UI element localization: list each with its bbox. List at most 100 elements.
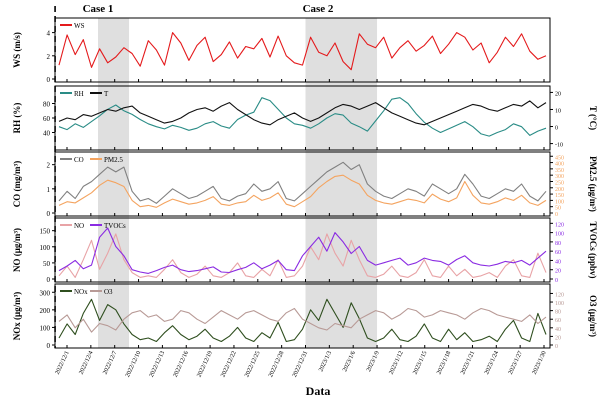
- y-tick-label-right: 20: [555, 335, 561, 341]
- x-tick-label: 2023/1/3: [318, 350, 334, 373]
- x-tick-label: 2023/1/27: [507, 350, 524, 376]
- x-tick-label: 2022/12/28: [267, 350, 285, 379]
- y-tick-label-left: 40: [43, 130, 51, 138]
- y-axis-title-right: T (°C): [588, 106, 598, 130]
- panel-frame-ws: [54, 17, 551, 83]
- y-tick-label-right: 0: [555, 212, 558, 218]
- series-line-co: [58, 161, 547, 204]
- y-tick-label-left: 0: [47, 342, 51, 350]
- y-tick-label-left: 60: [43, 115, 51, 123]
- y-tick-label-right: 40: [555, 259, 561, 265]
- panel-frame-no-tvocs: [54, 217, 551, 283]
- y-tick-label-left: 0: [47, 210, 51, 218]
- series-line-nox: [58, 298, 547, 343]
- x-tick-label: 2023/1/18: [435, 350, 452, 376]
- y-tick-label-left: 100: [40, 244, 51, 252]
- shaded-period-2: [305, 18, 378, 348]
- y-tick-label-right: 50: [555, 206, 561, 212]
- y-tick-label-right: 100: [555, 199, 564, 205]
- x-tick-label: 2023/1/15: [412, 350, 429, 376]
- y-axis-title-left: WS (m/s): [12, 32, 22, 68]
- y-tick-label-left: 1: [47, 186, 51, 194]
- panel-frame-nox-o3: [54, 283, 551, 349]
- series-line-tvocs: [58, 227, 547, 274]
- x-tick-label: 2022/12/7: [102, 350, 119, 376]
- y-tick-label-right: 0: [555, 278, 558, 284]
- y-tick-label-right: 350: [555, 168, 564, 174]
- y-axis-title-left: NOx (μg/m³): [12, 292, 22, 341]
- y-tick-label-left: 2: [47, 53, 51, 61]
- y-tick-label-right: 10: [555, 108, 561, 114]
- y-tick-label-right: 80: [555, 241, 561, 247]
- series-line-o3: [58, 307, 547, 333]
- y-tick-label-left: 200: [40, 307, 51, 315]
- series-line-rh: [58, 97, 547, 137]
- legends: WS RH T CO PM2.5 NO TVOCs NOx O3: [60, 22, 126, 296]
- y-tick-label-right: 450: [555, 155, 564, 161]
- y-tick-label-right: 0: [555, 344, 558, 350]
- y-tick-label-right: 100: [555, 232, 564, 238]
- legend-label-no: NO: [74, 222, 84, 230]
- series-lines: [58, 32, 547, 343]
- legend-label-o3: O3: [104, 288, 113, 296]
- series-line-ws: [58, 32, 547, 71]
- y-tick-label-right: 120: [555, 222, 564, 228]
- x-tick-label: 2023/1/12: [388, 350, 405, 376]
- y-tick-label-right: 60: [555, 318, 561, 324]
- y-axis-title-left: RH (%): [12, 103, 22, 134]
- case-2-label: Case 2: [303, 3, 334, 15]
- x-tick-label: 2022/12/1: [54, 350, 71, 376]
- y-tick-label-right: 150: [555, 193, 564, 199]
- legend-label-co: CO: [74, 156, 84, 164]
- y-tick-label-left: 80: [43, 101, 51, 109]
- y-tick-label-left: 2: [47, 162, 51, 170]
- y-tick-label-right: 100: [555, 301, 564, 307]
- x-tick-label: 2023/1/9: [365, 350, 381, 373]
- x-axis-title: Data: [306, 384, 331, 398]
- x-tick-label: 2022/12/4: [78, 350, 95, 376]
- x-tick-label: 2023/1/30: [531, 350, 548, 376]
- shaded-case-periods: [98, 18, 378, 348]
- x-tick-label: 2022/12/13: [148, 350, 166, 379]
- y-tick-label-right: 120: [555, 292, 564, 298]
- legend-label-t: T: [104, 90, 109, 98]
- y-tick-label-right: 300: [555, 174, 564, 180]
- legend-label-ws: WS: [74, 22, 85, 30]
- y-tick-label-right: -10: [555, 143, 563, 149]
- x-tick-label: 2023/1/21: [459, 350, 476, 376]
- legend-label-tvocs: TVOCs: [104, 222, 126, 230]
- x-tick-label: 2023/1/6: [341, 350, 357, 373]
- y-tick-label-right: 0: [555, 126, 558, 132]
- y-axis-title-left: CO (mg/m³): [12, 161, 22, 207]
- x-tick-label: 2022/12/25: [243, 350, 261, 379]
- y-axis-title-right: PM2.5 (μg/m³): [588, 156, 598, 212]
- legend-label-rh: RH: [74, 90, 84, 98]
- y-tick-label-right: 60: [555, 250, 561, 256]
- legend-label-pm2-5: PM2.5: [104, 156, 123, 164]
- x-tick-label: 2022/12/10: [124, 350, 142, 379]
- y-tick-label-right: 80: [555, 310, 561, 316]
- series-line-no: [58, 233, 547, 278]
- y-axis-title-left: NO (μg/m³): [12, 228, 22, 272]
- x-tick-label: 2022/12/19: [196, 350, 214, 379]
- series-line-t: [58, 100, 547, 126]
- series-line-pm2-5: [58, 174, 547, 208]
- x-tick-label: 2022/12/16: [172, 350, 190, 379]
- y-tick-label-left: 0: [47, 76, 51, 84]
- x-axis-tick-labels: 2022/12/1 2022/12/4 2022/12/7 2022/12/10 202…: [54, 350, 548, 379]
- x-tick-label: 2022/12/31: [291, 350, 309, 379]
- y-axis-title-right: O3 (μg/m³): [588, 295, 598, 337]
- y-tick-label-left: 300: [40, 289, 51, 297]
- case-1-label: Case 1: [83, 3, 114, 15]
- y-tick-label-left: 0: [47, 276, 51, 284]
- y-tick-label-left: 50: [43, 260, 51, 268]
- y-tick-label-left: 150: [40, 228, 51, 236]
- y-tick-label-left: 4: [47, 30, 51, 38]
- x-tick-label: 2022/12/22: [219, 350, 237, 379]
- y-axis-title-right: TVOCs (ppbv): [588, 221, 598, 278]
- y-tick-label-right: 400: [555, 162, 564, 168]
- y-tick-label-right: 200: [555, 187, 564, 193]
- panel-frame-co-pm2-5: [54, 151, 551, 217]
